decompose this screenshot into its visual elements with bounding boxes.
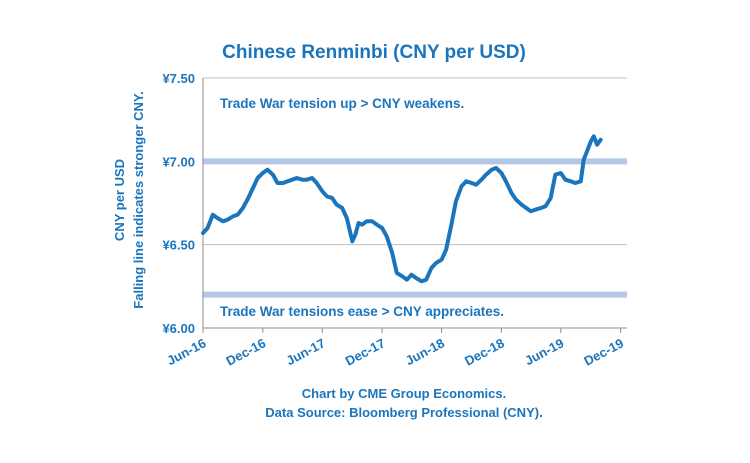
- y-tick-label: ¥6.00: [162, 321, 195, 336]
- series-line-cny: [201, 134, 603, 284]
- x-tick-label: Jun-17: [284, 335, 328, 368]
- y-axis-note: Falling line indicates stronger CNY.: [131, 91, 146, 308]
- y-tick-label: ¥6.50: [162, 238, 195, 253]
- annotation-weakens: Trade War tension up > CNY weakens.: [220, 96, 464, 111]
- x-tick-label: Jun-16: [164, 335, 208, 368]
- annotation-appreciates: Trade War tensions ease > CNY appreciate…: [220, 304, 504, 319]
- x-tick-label: Dec-18: [462, 335, 507, 368]
- reference-bands: [203, 158, 627, 298]
- axes: ¥6.00 ¥6.50 ¥7.00 ¥7.50 Jun-16 Dec-16 Jun-17 De…: [162, 71, 627, 369]
- x-tick-label: Dec-17: [343, 335, 388, 368]
- x-tick-label: Jun-19: [522, 335, 566, 368]
- y-axis-label: CNY per USD: [112, 159, 127, 241]
- footer-credit: Chart by CME Group Economics.: [302, 386, 506, 401]
- series-layer: [201, 134, 603, 284]
- y-tick-label: ¥7.00: [162, 154, 195, 169]
- x-tick-label: Dec-16: [224, 335, 269, 368]
- chart-title: Chinese Renminbi (CNY per USD): [222, 42, 526, 63]
- x-tick-label: Jun-18: [403, 335, 447, 368]
- x-tick-label: Dec-19: [581, 335, 626, 368]
- gridlines: [203, 77, 627, 329]
- y-tick-label: ¥7.50: [162, 71, 195, 86]
- footer-source: Data Source: Bloomberg Professional (CNY…: [265, 405, 542, 420]
